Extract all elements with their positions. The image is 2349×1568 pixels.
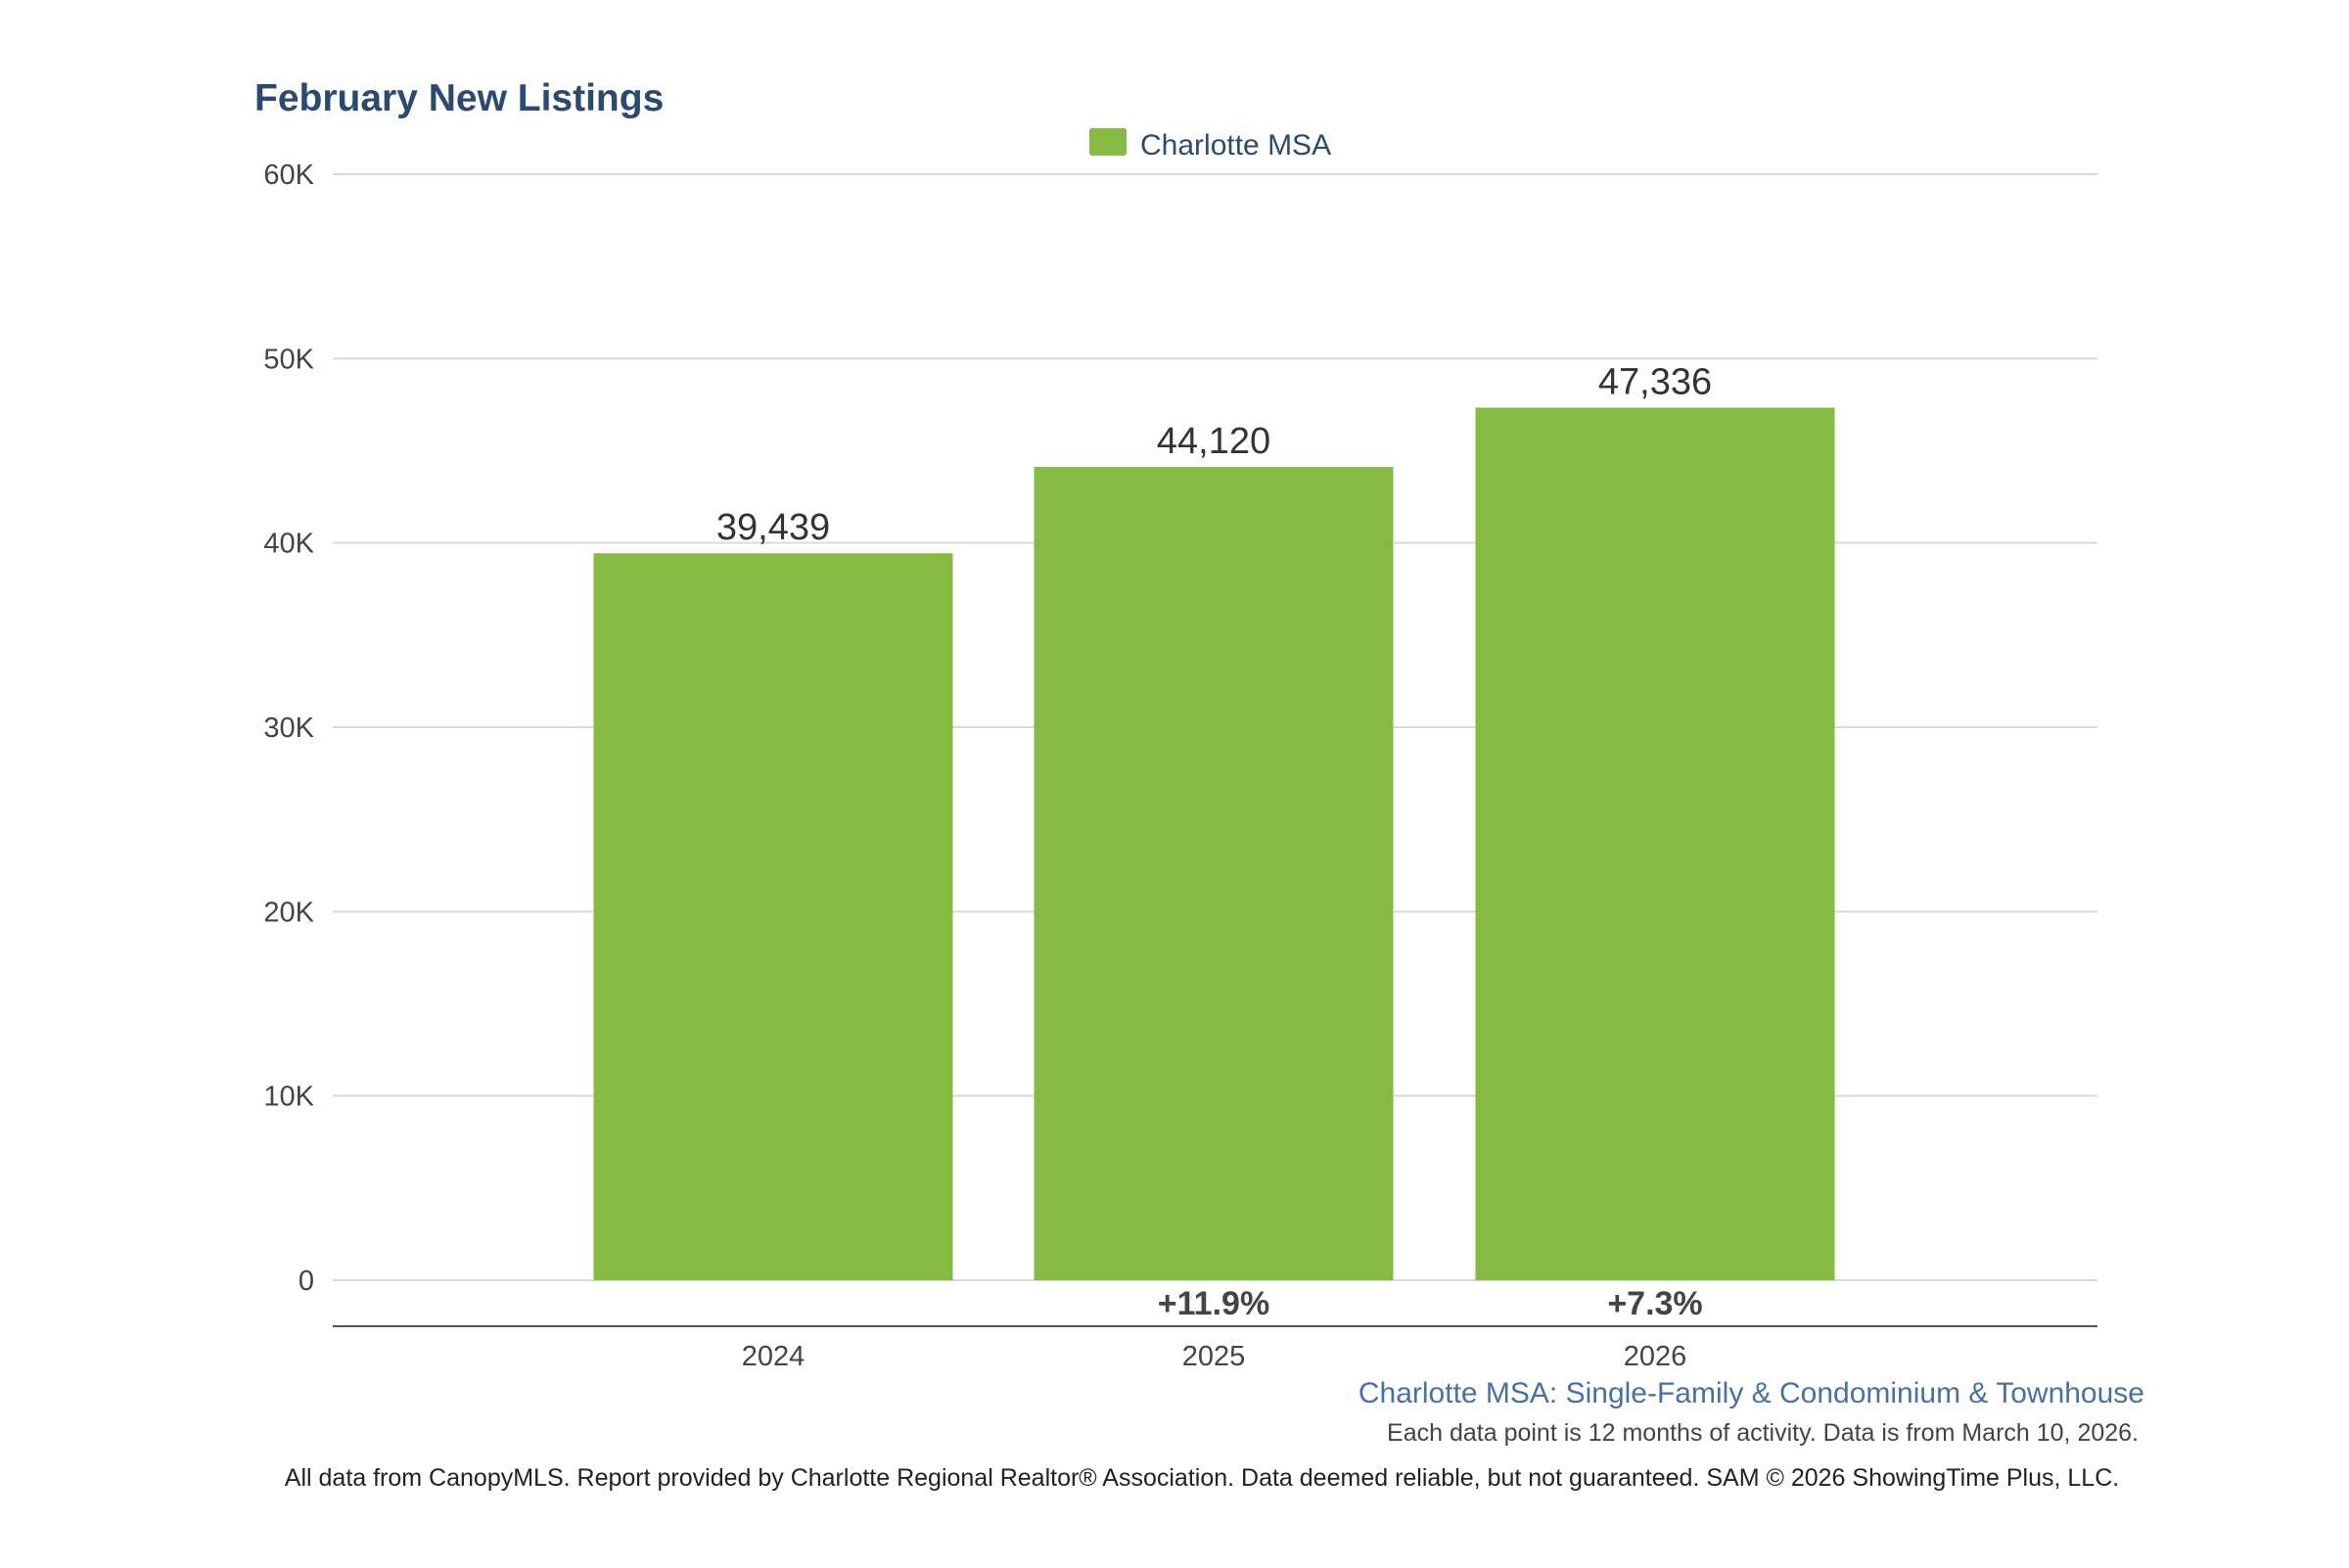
change-label: +11.9% [1158,1285,1269,1322]
y-tick-label: 30K [263,713,314,744]
x-tick-label: 2025 [1182,1341,1246,1372]
data-note: Each data point is 12 months of activity… [1387,1419,2139,1447]
data-label: 44,120 [1157,421,1270,462]
bar-2025 [1034,467,1394,1280]
y-tick-label: 60K [263,160,314,191]
x-axis-ticks: 2024 2025 2026 [742,1341,1687,1372]
legend-swatch [1089,128,1127,156]
y-axis-ticks: 0 10K 20K 30K 40K 50K 60K [263,160,314,1297]
legend-label: Charlotte MSA [1140,129,1331,161]
legend: Charlotte MSA [1089,128,1331,161]
bar-2026 [1475,407,1835,1280]
x-tick-label: 2024 [742,1341,806,1372]
y-tick-label: 20K [263,897,314,928]
data-label: 39,439 [716,507,830,548]
y-tick-label: 10K [263,1082,314,1113]
chart-subtitle: Charlotte MSA: Single-Family & Condomini… [1359,1377,2144,1409]
footer-disclaimer: All data from CanopyMLS. Report provided… [285,1464,2119,1492]
y-tick-label: 40K [263,529,314,560]
chart-title: February New Listings [254,77,664,119]
bar-2024 [593,553,953,1280]
y-tick-label: 50K [263,344,314,375]
bars [593,407,1835,1280]
x-tick-label: 2026 [1624,1341,1687,1372]
y-tick-label: 0 [299,1266,314,1297]
data-label: 47,336 [1598,362,1712,403]
change-label: +7.3% [1607,1285,1702,1322]
data-labels: 39,439 44,120 +11.9% 47,336 +7.3% [716,362,1712,1322]
